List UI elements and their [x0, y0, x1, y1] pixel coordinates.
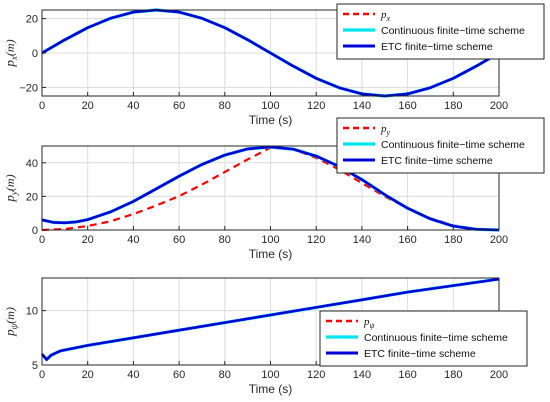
x-tick-label: 60 [173, 234, 185, 246]
x-tick-label: 20 [82, 100, 94, 112]
y-tick-label: 40 [26, 158, 38, 170]
y-tick-label: 5 [32, 360, 38, 372]
x-tick-label: 60 [173, 369, 185, 381]
x-tick-label: 120 [307, 369, 325, 381]
y-axis-label-subscript: y [9, 191, 19, 196]
legend-label-continuous: Continuous finite−time scheme [381, 139, 525, 151]
x-tick-label: 100 [261, 234, 279, 246]
x-axis-label: Time (s) [249, 382, 293, 396]
y-tick-label: 20 [26, 191, 38, 203]
x-tick-label: 0 [39, 234, 45, 246]
series-line-etc [41, 277, 500, 361]
x-tick-label: 100 [261, 369, 279, 381]
legend-label-reference: pψ [363, 316, 376, 330]
x-tick-label: 200 [490, 234, 508, 246]
legend-label-continuous: Continuous finite−time scheme [364, 332, 508, 344]
legend: px Continuous finite−time scheme ETC finit… [336, 3, 545, 60]
y-tick-label: 0 [32, 225, 38, 237]
y-tick-label: −20 [19, 82, 38, 94]
legend-label-etc: ETC finite−time scheme [364, 348, 476, 360]
y-axis-label-unit: (m) [3, 174, 17, 191]
legend-label-reference: py [380, 123, 391, 137]
x-tick-label: 180 [444, 234, 462, 246]
legend-subscript: x [386, 14, 391, 23]
y-axis-label: py(m) [2, 174, 19, 202]
y-axis-label-unit: (m) [3, 39, 17, 56]
y-axis-label-symbol: p [2, 195, 17, 203]
x-tick-label: 40 [127, 234, 139, 246]
legend-subscript: y [386, 128, 391, 137]
x-tick-label: 80 [219, 369, 231, 381]
x-tick-label: 120 [307, 234, 325, 246]
y-tick-label: 20 [26, 14, 38, 26]
x-tick-label: 40 [127, 100, 139, 112]
y-axis-label-symbol: p [2, 329, 17, 337]
x-tick-label: 100 [261, 100, 279, 112]
x-tick-label: 60 [173, 100, 185, 112]
legend-label-continuous: Continuous finite−time scheme [381, 25, 525, 37]
x-axis-label: Time (s) [249, 113, 293, 127]
x-tick-label: 20 [82, 369, 94, 381]
x-tick-label: 80 [219, 234, 231, 246]
x-tick-label: 0 [39, 369, 45, 381]
x-tick-label: 180 [444, 100, 462, 112]
series-line-etc [41, 145, 500, 232]
y-axis-label: px(m) [2, 39, 19, 67]
x-tick-label: 20 [82, 234, 94, 246]
x-tick-label: 140 [353, 100, 371, 112]
x-axis-label: Time (s) [249, 247, 293, 261]
y-axis-label-unit: (m) [3, 307, 17, 324]
y-axis-label-subscript: x [9, 56, 19, 61]
legend-subscript: ψ [370, 321, 376, 330]
legend-symbol: p [380, 123, 387, 135]
x-tick-label: 200 [490, 369, 508, 381]
x-tick-label: 120 [307, 100, 325, 112]
legend: pψ Continuous finite−time scheme ETC finit… [319, 310, 528, 367]
legend-symbol: p [380, 9, 387, 21]
y-axis-label-subscript: ψ [9, 323, 19, 329]
legend-label-etc: ETC finite−time scheme [381, 155, 493, 167]
legend-label-etc: ETC finite−time scheme [381, 41, 493, 53]
x-tick-label: 80 [219, 100, 231, 112]
x-tick-label: 140 [353, 234, 371, 246]
x-tick-label: 180 [444, 369, 462, 381]
x-tick-label: 40 [127, 369, 139, 381]
y-axis-label: pψ(m) [2, 307, 19, 337]
x-tick-label: 160 [398, 100, 416, 112]
legend-label-reference: px [380, 9, 391, 23]
x-tick-label: 200 [490, 100, 508, 112]
x-tick-label: 0 [39, 100, 45, 112]
x-tick-label: 160 [398, 369, 416, 381]
legend: py Continuous finite−time scheme ETC finit… [336, 117, 545, 174]
series-line-etc [41, 8, 500, 98]
subplot-2: 0 20 40 60 80 100 120 140 160 180 200 0 20 40 Time (s)… [2, 117, 545, 261]
y-tick-label: 0 [32, 48, 38, 60]
x-tick-label: 140 [353, 369, 371, 381]
x-tick-label: 160 [398, 234, 416, 246]
y-axis-label-symbol: p [2, 60, 17, 68]
legend-symbol: p [363, 316, 370, 328]
y-tick-label: 10 [26, 306, 38, 318]
